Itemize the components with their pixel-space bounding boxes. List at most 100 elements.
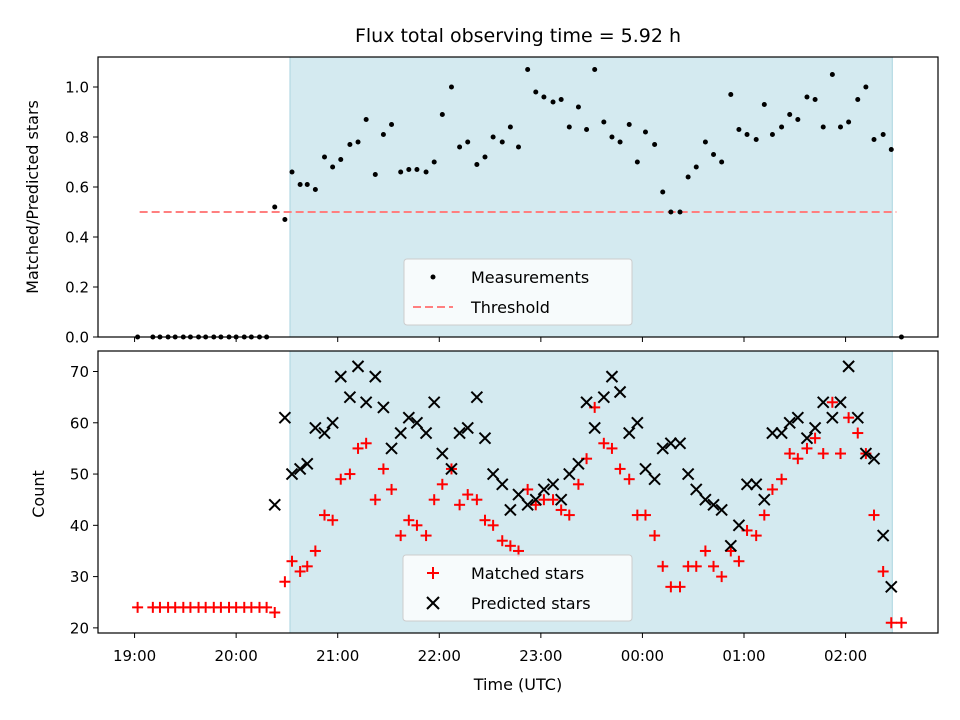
predicted-star-point (740, 478, 754, 491)
y-tick-label: 30 (70, 568, 89, 586)
matched-star-point (725, 545, 737, 557)
matched-star-point (487, 519, 499, 531)
measurement-point (389, 122, 395, 127)
matched-star-point (708, 560, 720, 572)
measurement-point (677, 209, 683, 215)
predicted-star-point (318, 426, 331, 440)
matched-star-point (479, 514, 491, 526)
measurement-point (272, 204, 278, 210)
predicted-star-point (445, 462, 458, 476)
matched-star-point (301, 560, 313, 572)
matched-star-point (403, 514, 415, 526)
measurement-point (566, 124, 572, 130)
measurement-point (702, 139, 708, 145)
predicted-star-point (842, 360, 855, 373)
measurement-point (812, 97, 818, 102)
legend-matched-marker (427, 567, 439, 579)
predicted-star-point (826, 411, 839, 424)
count-y-ticks: 20 30 40 50 60 70 (70, 363, 98, 637)
x-tick-label: 22:00 (418, 647, 461, 665)
ratio-y-axis-label: Matched/Predicted stars (23, 100, 42, 294)
predicted-star-point (377, 401, 390, 414)
predicted-star-point (359, 396, 373, 409)
predicted-star-point (427, 396, 441, 409)
matched-star-point (269, 606, 281, 618)
predicted-star-point (859, 447, 873, 460)
predicted-star-point (301, 457, 314, 471)
matched-star-point (699, 545, 711, 557)
predicted-star-point (851, 411, 864, 424)
measurement-point (507, 124, 513, 130)
matched-star-point (606, 442, 618, 454)
measurement-point (693, 164, 699, 170)
predicted-star-point (326, 416, 339, 429)
matched-star-point (750, 530, 762, 542)
matched-star-point (834, 448, 846, 460)
measurement-point (363, 117, 369, 122)
predicted-star-point (758, 493, 771, 506)
predicted-star-point (410, 416, 424, 429)
predicted-star-point (496, 478, 509, 491)
measurement-point (575, 104, 581, 110)
matched-star-point (852, 427, 864, 439)
predicted-star-point (732, 519, 746, 532)
measurement-point (846, 119, 852, 125)
measurement-point (380, 132, 386, 137)
y-tick-label: 50 (70, 466, 89, 484)
predicted-star-point (554, 493, 568, 506)
matched-star-point (614, 463, 626, 475)
predicted-star-point (766, 426, 779, 440)
measurement-point (795, 117, 801, 122)
measurement-point (355, 139, 361, 145)
chart-title: Flux total observing time = 5.92 h (355, 25, 681, 47)
predicted-star-point (800, 431, 814, 445)
matched-star-point (639, 509, 651, 521)
predicted-star-point (478, 431, 492, 445)
measurement-point (736, 127, 742, 132)
ratio-axes-frame (97, 56, 939, 338)
predicted-star-point (867, 452, 881, 465)
matched-star-point (784, 448, 796, 460)
matched-star-point (801, 442, 813, 454)
matched-star-point (868, 509, 880, 521)
predicted-star-point (681, 467, 695, 481)
predicted-star-point (486, 467, 500, 481)
predicted-star-point (419, 426, 433, 440)
predicted-star-point (563, 467, 576, 481)
x-tick-label: 02:00 (824, 647, 867, 665)
measurement-point (719, 159, 725, 165)
y-tick-label: 60 (70, 414, 89, 432)
matched-star-point (572, 478, 584, 490)
matched-star-point (261, 601, 273, 613)
measurement-point (289, 169, 295, 175)
matched-star-point (420, 530, 432, 542)
count-x-ticks: 19:00 20:00 21:00 22:00 23:00 00:00 01:00 02:00 (113, 633, 867, 665)
measurement-point (525, 67, 531, 72)
measurement-point (414, 167, 420, 172)
measurement-point (330, 164, 336, 170)
measurement-point (668, 209, 674, 215)
predicted-star-point (470, 390, 484, 404)
y-tick-label: 0.6 (65, 179, 89, 197)
measurement-point (406, 167, 412, 172)
y-tick-label: 1.0 (65, 79, 89, 97)
measurement-point (558, 97, 564, 102)
measurement-point (753, 137, 759, 142)
measurement-point (829, 72, 835, 77)
measurement-point (609, 134, 615, 140)
matched-star-point (471, 494, 483, 506)
predicted-star-point (623, 426, 636, 440)
count-axes-frame (97, 350, 939, 634)
ratio-panel: 0.0 0.2 0.4 0.6 0.8 1.0 Matched/Predicted sta… (23, 56, 939, 347)
predicted-star-point (631, 416, 644, 429)
matched-star-point (286, 555, 298, 567)
matched-star-point (462, 489, 474, 501)
matched-star-point (454, 499, 466, 511)
measurement-point (888, 147, 894, 152)
measurement-point (347, 142, 353, 147)
predicted-star-point (385, 442, 398, 455)
matched-star-point (428, 494, 440, 506)
measurement-point (322, 154, 328, 160)
measurement-point (465, 139, 471, 145)
